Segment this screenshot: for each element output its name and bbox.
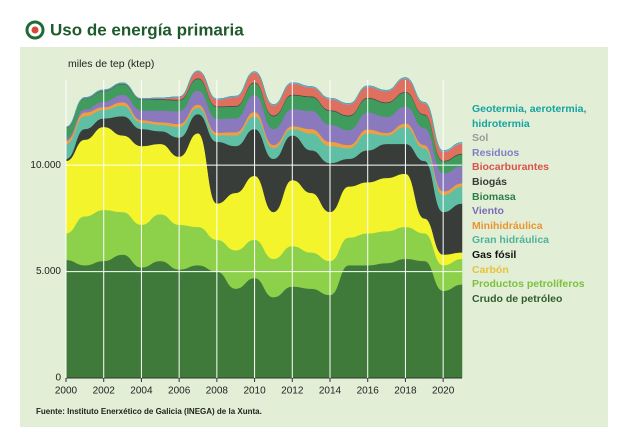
x-tick-label: 2018 bbox=[394, 386, 417, 397]
x-tick-label: 2002 bbox=[93, 386, 116, 397]
x-tick-label: 2008 bbox=[206, 386, 229, 397]
legend-entry: Biocarburantes bbox=[472, 161, 550, 174]
areas bbox=[65, 70, 463, 379]
legend-entry: Sol bbox=[472, 132, 489, 145]
legend-entry: Gran hidráulica bbox=[472, 234, 550, 247]
y-tick-label: 5.000 bbox=[36, 266, 61, 277]
x-tick-label: 2012 bbox=[281, 386, 304, 397]
area bbox=[65, 70, 463, 152]
x-tick-label: 2016 bbox=[357, 386, 380, 397]
axes: 0 5.000 10.000 2000 2002 2004 2006 2008 2010 2012… bbox=[30, 160, 454, 397]
legend-entry: Minihidráulica bbox=[472, 219, 543, 232]
legend-entry: Gas fósil bbox=[472, 248, 517, 261]
x-tick-label: 2020 bbox=[432, 386, 455, 397]
chart-title: Uso de energía primaria bbox=[50, 20, 244, 39]
source: Fuente: Instituto Enerxético de Galicia … bbox=[36, 407, 262, 416]
x-tick-label: 2004 bbox=[130, 386, 153, 397]
title-icon-dot bbox=[31, 26, 39, 34]
legend-entry: Viento bbox=[472, 205, 504, 218]
y-axis-label: miles de tep (ktep) bbox=[68, 58, 154, 70]
legend: Geotermia, aerotermia, hidrotermia Sol Res… bbox=[472, 102, 614, 306]
legend-entry: Geotermia, aerotermia, hidrotermia bbox=[472, 103, 587, 130]
title-icon bbox=[25, 20, 45, 40]
legend-entry: Productos petrolíferos bbox=[472, 278, 585, 291]
legend-entry: Biogás bbox=[472, 175, 508, 188]
legend-entry: Biomasa bbox=[472, 190, 516, 203]
y-tick-label: 10.000 bbox=[30, 160, 61, 171]
legend-entry: Crudo de petróleo bbox=[472, 292, 563, 305]
x-tick-label: 2000 bbox=[55, 386, 78, 397]
x-tick-label: 2006 bbox=[168, 386, 191, 397]
legend-entry: Carbón bbox=[472, 263, 509, 276]
x-tick-label: 2010 bbox=[243, 386, 266, 397]
legend-entry: Residuos bbox=[472, 146, 520, 159]
x-tick-label: 2014 bbox=[319, 386, 342, 397]
y-tick-label: 0 bbox=[55, 373, 61, 384]
grid bbox=[65, 80, 462, 379]
